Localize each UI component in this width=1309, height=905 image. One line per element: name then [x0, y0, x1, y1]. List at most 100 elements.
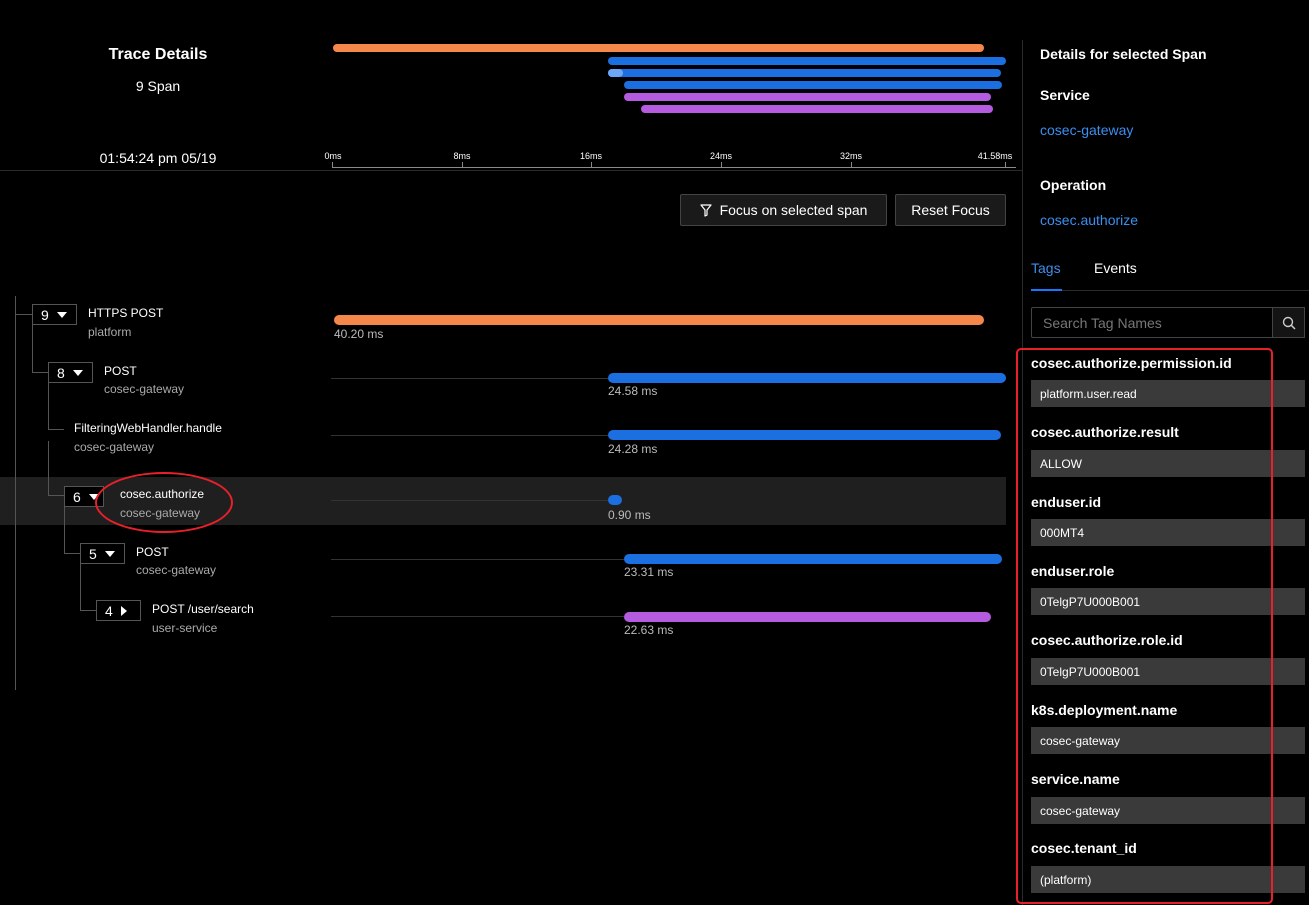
trace-title: Trace Details [108, 46, 208, 63]
span-offset-line [331, 378, 608, 379]
annotation-ellipse [95, 472, 233, 533]
tabs-divider [1031, 290, 1309, 291]
minimap-bar [608, 57, 1006, 65]
tree-line [80, 564, 81, 611]
tree-line [48, 495, 64, 496]
child-count: 8 [57, 364, 65, 381]
axis-tick [1005, 162, 1006, 168]
span-offset-line [331, 435, 608, 436]
tree-line [64, 553, 80, 554]
tag-name: k8s.deployment.name [1031, 702, 1178, 718]
trace-timestamp: 01:54:24 pm 05/19 [99, 150, 217, 166]
axis-tick [332, 162, 333, 168]
caret-down-icon [72, 369, 83, 376]
tag-value: ALLOW [1031, 450, 1305, 477]
child-count: 5 [89, 545, 97, 562]
span-offset-line [331, 616, 624, 617]
axis-tick-label: 16ms [579, 151, 603, 161]
tag-name: service.name [1031, 771, 1120, 787]
span-service: platform [88, 325, 132, 339]
tag-name: cosec.tenant_id [1031, 840, 1137, 856]
annotation-box [1016, 348, 1273, 904]
minimap-bar [641, 105, 993, 113]
axis-tick-label: 0ms [324, 151, 342, 161]
tag-value: 000MT4 [1031, 519, 1305, 546]
child-count-toggle[interactable]: 8 [48, 362, 93, 383]
minimap-bar [624, 93, 991, 101]
span-name: HTTPS POST [88, 306, 164, 320]
tree-line [48, 383, 49, 430]
tree-line [48, 429, 64, 430]
caret-down-icon [56, 311, 67, 318]
tag-name: cosec.authorize.role.id [1031, 632, 1183, 648]
service-label: Service [1040, 87, 1090, 103]
tag-name: cosec.authorize.result [1031, 424, 1179, 440]
span-duration-bar[interactable] [608, 495, 622, 505]
span-count: 9 Span [135, 78, 181, 94]
tag-name: cosec.authorize.permission.id [1031, 355, 1232, 371]
operation-label: Operation [1040, 177, 1107, 193]
span-name: POST /user/search [152, 602, 254, 616]
span-name: FilteringWebHandler.handle [74, 421, 222, 435]
caret-down-icon [88, 493, 99, 500]
span-duration-bar[interactable] [334, 315, 984, 325]
reset-focus-button[interactable]: Reset Focus [895, 194, 1006, 226]
active-tab-indicator [1031, 289, 1062, 291]
tree-line [15, 314, 32, 315]
reset-button-label: Reset Focus [911, 202, 990, 218]
axis-tick-label: 8ms [453, 151, 471, 161]
minimap-bar [608, 69, 623, 77]
tag-search-input[interactable] [1031, 307, 1273, 338]
axis-tick [721, 162, 722, 168]
panel-divider [1022, 40, 1023, 905]
operation-value-link[interactable]: cosec.authorize [1040, 212, 1139, 228]
tree-line [15, 296, 16, 690]
focus-button-label: Focus on selected span [719, 202, 868, 218]
span-duration-bar[interactable] [608, 373, 1006, 383]
tab-tags[interactable]: Tags [1031, 260, 1061, 276]
tag-name: enduser.id [1031, 494, 1102, 510]
span-duration: 23.31 ms [624, 565, 674, 579]
span-duration-bar[interactable] [608, 430, 1001, 440]
axis-tick-label: 41.58ms [977, 151, 1013, 161]
span-service: cosec-gateway [74, 440, 155, 454]
axis-tick-label: 24ms [709, 151, 733, 161]
child-count: 6 [73, 488, 81, 505]
search-button[interactable] [1272, 307, 1305, 338]
child-count-toggle[interactable]: 6 [64, 486, 104, 507]
tree-line [32, 325, 33, 373]
caret-right-icon [120, 605, 127, 616]
tag-value: 0TelgP7U000B001 [1031, 658, 1305, 685]
span-service: cosec-gateway [104, 382, 185, 396]
span-duration: 0.90 ms [608, 508, 651, 522]
focus-selected-span-button[interactable]: Focus on selected span [680, 194, 887, 226]
span-duration: 24.58 ms [608, 384, 658, 398]
caret-down-icon [104, 550, 115, 557]
filter-icon [699, 203, 712, 217]
minimap-bar [333, 44, 984, 52]
tab-events[interactable]: Events [1094, 260, 1137, 276]
span-duration-bar[interactable] [624, 612, 991, 622]
search-icon [1282, 316, 1296, 330]
axis-tick [851, 162, 852, 168]
child-count-toggle[interactable]: 9 [32, 304, 77, 325]
tag-value: (platform) [1031, 866, 1305, 893]
span-offset-line [331, 559, 624, 560]
tree-line [64, 506, 65, 554]
tag-value: platform.user.read [1031, 380, 1305, 407]
service-value-link[interactable]: cosec-gateway [1040, 122, 1134, 138]
tag-value: cosec-gateway [1031, 797, 1305, 824]
span-name: POST [136, 545, 169, 559]
axis-tick [591, 162, 592, 168]
child-count-toggle[interactable]: 5 [80, 543, 125, 564]
child-count-toggle[interactable]: 4 [96, 600, 141, 621]
tree-line [80, 610, 96, 611]
span-duration: 22.63 ms [624, 623, 674, 637]
time-axis [332, 167, 1016, 168]
span-service: user-service [152, 621, 218, 635]
tree-line [48, 441, 49, 496]
minimap-bar [608, 69, 1001, 77]
header-divider [0, 170, 1022, 171]
tag-value: cosec-gateway [1031, 727, 1305, 754]
span-duration-bar[interactable] [624, 554, 1002, 564]
